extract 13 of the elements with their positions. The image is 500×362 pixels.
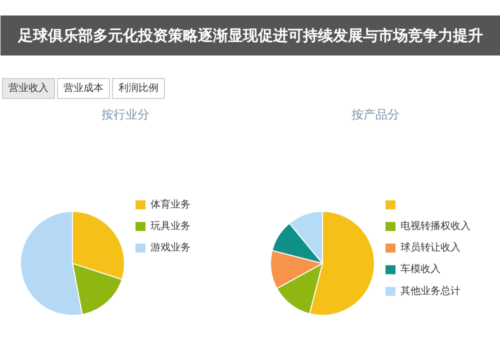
legend-label: 体育业务: [150, 198, 190, 210]
text: 营业成本: [64, 82, 104, 94]
text: 营业收入: [8, 82, 48, 94]
text: 足球俱乐部多元化投资策略逐渐显现促进可持续发展与市场竞争力提升: [17, 26, 483, 44]
legend-label: 玩具业务: [150, 220, 190, 232]
chart-title: 按行业分: [102, 108, 150, 122]
text: 利润比例: [118, 82, 158, 94]
legend-label: 球员转让收入: [400, 242, 460, 254]
legend-label: 车模收入: [400, 263, 440, 276]
legend-label: 电视转播权收入: [400, 220, 470, 232]
chart-title: 按产品分: [352, 108, 400, 122]
legend-label: 其他业务总计: [400, 284, 460, 297]
legend-label: 游戏业务: [150, 242, 190, 254]
